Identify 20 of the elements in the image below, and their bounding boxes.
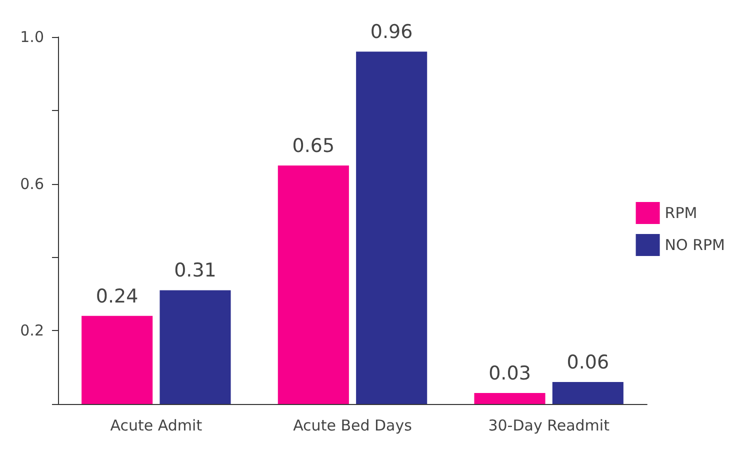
data-label: 0.65 [292,134,335,157]
y-tick-label: 0.6 [20,174,44,193]
bar [160,290,231,404]
x-tick-label: Acute Admit [110,416,202,434]
data-label: 0.03 [488,362,531,384]
bar [82,316,153,404]
y-tick-label: 0.2 [20,322,44,340]
bar [552,382,624,404]
data-label: 0.06 [566,351,610,374]
legend-label: NO RPM [664,236,726,254]
bar [356,52,428,404]
bar [278,165,349,404]
data-label: 0.31 [174,260,216,282]
data-label: 0.96 [370,21,413,44]
legend-label: RPM [664,204,698,222]
data-label: 0.24 [96,285,138,308]
x-tick-label: Acute Bed Days [293,416,412,434]
x-tick-label: 30-Day Readmit [488,416,610,434]
bar [474,392,546,404]
y-tick-label: 1.0 [20,28,44,46]
